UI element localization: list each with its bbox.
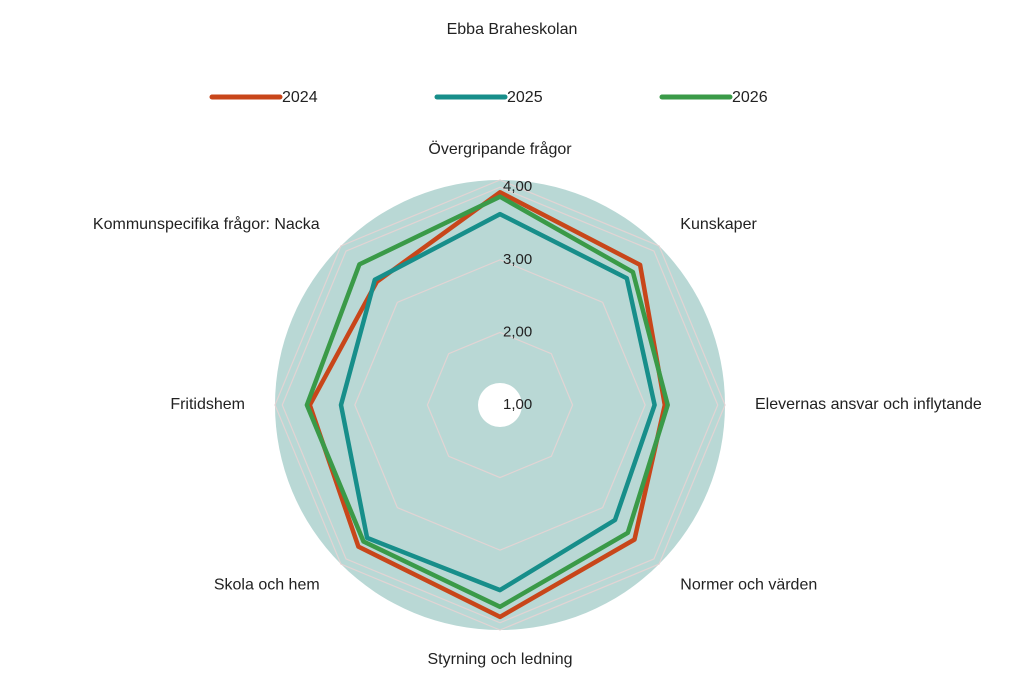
r-tick-label: 1,00 (503, 396, 532, 413)
r-tick-label: 4,00 (503, 178, 532, 195)
series-line (338, 211, 657, 593)
category-label: Kommunspecifika frågor: Nacka (93, 215, 320, 233)
category-label: Skola och hem (214, 577, 320, 594)
grid-line (281, 186, 719, 624)
series-line (307, 190, 668, 620)
chart-title: Ebba Braheskolan (447, 21, 578, 38)
polar-hole (478, 383, 522, 427)
grid-outer (274, 179, 726, 631)
series-line (304, 194, 670, 610)
category-label: Normer och värden (680, 577, 817, 594)
category-label: Kunskaper (680, 216, 757, 233)
r-tick-label: 3,00 (503, 251, 532, 268)
grid-line (426, 331, 574, 479)
category-label: Elevernas ansvar och inflytande (755, 396, 982, 413)
category-label: Styrning och ledning (428, 651, 573, 668)
category-label: Fritidshem (170, 396, 245, 413)
category-label: Övergripande frågor (428, 140, 572, 158)
legend-label: 2026 (732, 89, 768, 106)
legend-label: 2024 (282, 89, 318, 106)
grid-line (354, 259, 646, 551)
r-tick-label: 2,00 (503, 323, 532, 340)
legend-label: 2025 (507, 89, 543, 106)
